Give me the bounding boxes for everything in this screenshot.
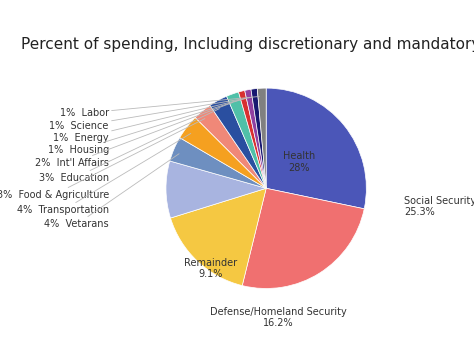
Wedge shape	[251, 88, 266, 188]
Wedge shape	[170, 138, 266, 188]
Wedge shape	[266, 88, 366, 209]
Wedge shape	[195, 106, 266, 188]
Wedge shape	[238, 90, 266, 188]
Text: 2%  Int'l Affairs: 2% Int'l Affairs	[35, 102, 233, 168]
Text: 3%  Education: 3% Education	[39, 109, 219, 183]
Wedge shape	[227, 92, 266, 188]
Text: Defense/Homeland Security
16.2%: Defense/Homeland Security 16.2%	[210, 306, 346, 328]
Wedge shape	[180, 118, 266, 188]
Text: 3%  Food & Agriculture: 3% Food & Agriculture	[0, 119, 205, 200]
Text: 4%  Vetarans: 4% Vetarans	[44, 154, 179, 229]
Text: Remainder
9.1%: Remainder 9.1%	[184, 258, 237, 279]
Text: 1%  Labor: 1% Labor	[60, 96, 259, 118]
Wedge shape	[257, 88, 266, 188]
Wedge shape	[245, 89, 266, 188]
Text: Social Security
25.3%: Social Security 25.3%	[404, 195, 474, 217]
Text: 4%  Transportation: 4% Transportation	[17, 134, 191, 215]
Title: Percent of spending, Including discretionary and mandatory: Percent of spending, Including discretio…	[21, 37, 474, 52]
Text: 1%  Energy: 1% Energy	[53, 98, 246, 143]
Text: 1%  Science: 1% Science	[49, 97, 252, 131]
Wedge shape	[171, 188, 266, 286]
Text: Health
28%: Health 28%	[283, 151, 315, 173]
Wedge shape	[210, 96, 266, 188]
Wedge shape	[242, 188, 364, 289]
Wedge shape	[166, 161, 266, 218]
Text: 1%  Housing: 1% Housing	[47, 100, 241, 155]
